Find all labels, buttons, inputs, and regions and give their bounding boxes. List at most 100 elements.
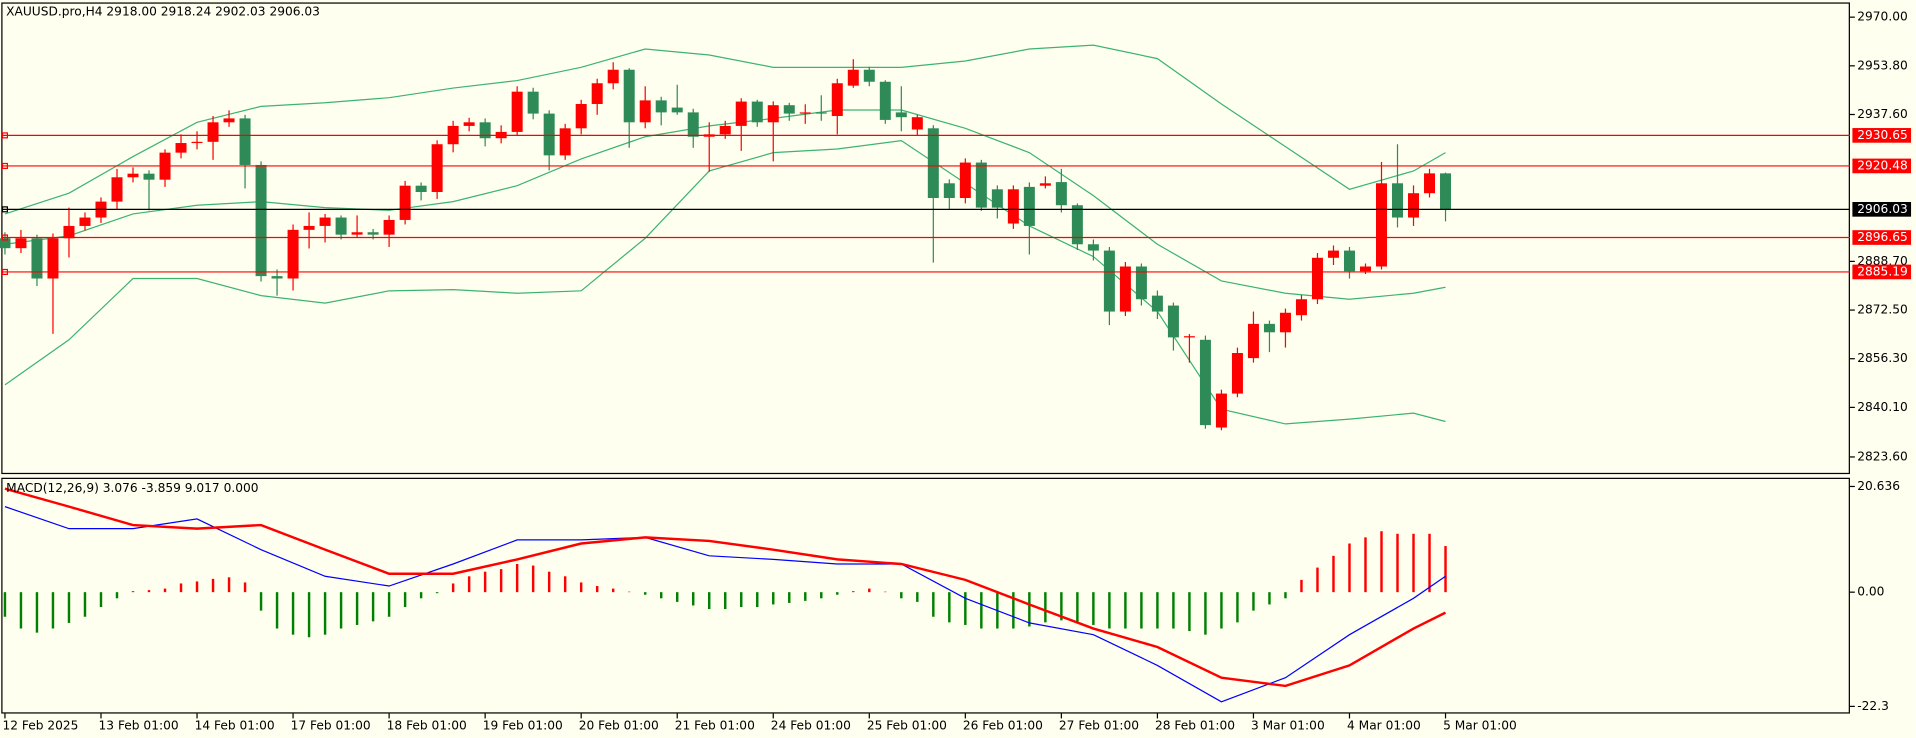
candle-body [143, 173, 155, 180]
candle-body [1392, 183, 1403, 218]
candle-body [543, 113, 555, 156]
candle-body [31, 238, 43, 279]
candle-body [1215, 393, 1227, 428]
candle-body [223, 118, 235, 123]
candle-body [399, 185, 411, 220]
y-tick-label: 0.00 [1857, 585, 1884, 599]
y-tick-label: 2970.00 [1857, 10, 1907, 24]
price-tag-label: 2920.48 [1857, 158, 1907, 172]
candle-body [575, 103, 587, 129]
y-tick-label: 2840.10 [1857, 400, 1907, 414]
candle-body [1247, 323, 1259, 359]
candle-body [127, 173, 139, 178]
y-tick-label: 2953.80 [1857, 58, 1907, 72]
x-tick-label: 24 Feb 01:00 [771, 718, 851, 732]
macd-pane-frame [1, 477, 1850, 714]
candle-body [767, 105, 779, 123]
candle-body [319, 217, 331, 226]
price-tag [1852, 264, 1912, 280]
x-tick-label: 5 Mar 01:00 [1443, 718, 1517, 732]
candle-body [1440, 173, 1452, 210]
candle-body [415, 185, 427, 192]
candle-body [527, 91, 539, 114]
candle-body [799, 112, 811, 114]
price-tag-label: 2906.03 [1857, 202, 1907, 216]
candle-body [367, 232, 379, 235]
x-tick-label: 18 Feb 01:00 [387, 718, 467, 732]
candle-body [1311, 257, 1323, 300]
price-tag-label: 2930.65 [1857, 128, 1907, 142]
candle-body [1055, 182, 1067, 206]
candle-body [1023, 186, 1035, 226]
candle-body [1071, 205, 1083, 245]
price-tag-label: 2885.19 [1857, 264, 1907, 278]
y-tick-label: 2888.70 [1857, 254, 1907, 268]
price-tag [1852, 230, 1912, 245]
x-tick-label: 14 Feb 01:00 [195, 718, 275, 732]
x-tick-label: 13 Feb 01:00 [99, 718, 179, 732]
candle-body [207, 122, 219, 142]
plot-layer: 2970.00 2953.80 2937.60 2888.70 2872.50 2856.… [0, 10, 1912, 732]
candle-body [655, 100, 667, 113]
candle-body [911, 117, 923, 130]
price-title: XAUUSD.pro,H4 2918.00 2918.24 2902.03 29… [6, 5, 320, 19]
candle-body [1343, 250, 1355, 272]
bollinger-band [4, 44, 1446, 215]
candle-body [1408, 193, 1420, 218]
x-tick-label: 26 Feb 01:00 [963, 718, 1043, 732]
candle-body [1007, 189, 1019, 224]
candle-body [1279, 312, 1291, 333]
macd-line [4, 506, 1446, 703]
candle-body [1039, 183, 1051, 186]
candle-body [815, 112, 827, 114]
candle-body [303, 225, 315, 230]
candle-body [943, 183, 955, 199]
candle-body [431, 144, 443, 192]
candle-body [271, 276, 283, 279]
candle-body [1199, 339, 1211, 426]
candle-body [1375, 183, 1387, 267]
candle-body [559, 128, 571, 156]
candle-body [687, 112, 699, 137]
candle-body [1119, 266, 1131, 312]
candle-body [1295, 299, 1307, 316]
candle-body [783, 105, 795, 114]
candle-body [927, 128, 939, 199]
candle-body [975, 162, 987, 208]
macd-title: MACD(12,26,9) 3.076 -3.859 9.017 0.000 [6, 481, 258, 495]
candle-body [831, 83, 843, 116]
x-tick-label: 25 Feb 01:00 [867, 718, 947, 732]
price-tag [1852, 128, 1912, 143]
candle-body [47, 238, 59, 279]
candle-body [623, 69, 635, 123]
price-tag-label: 2896.65 [1857, 230, 1907, 244]
candle-body [1151, 295, 1163, 312]
candle-body [63, 225, 75, 239]
line-marker [1, 162, 9, 169]
line-marker [1, 268, 9, 275]
candle-body [111, 177, 123, 202]
candle-body [863, 69, 875, 82]
x-tick-label: 3 Mar 01:00 [1251, 718, 1325, 732]
candle-body [1183, 336, 1195, 338]
y-tick-label: -22.3 [1857, 699, 1889, 713]
candle-body [463, 122, 475, 126]
candle-body [1231, 353, 1243, 394]
candle-body [1135, 266, 1147, 300]
candle-body [0, 238, 11, 249]
candle-body [591, 83, 603, 104]
candle-body [1424, 173, 1436, 194]
candle-body [175, 143, 187, 153]
y-tick-label: 20.636 [1857, 479, 1900, 493]
y-tick-label: 2856.30 [1857, 351, 1907, 365]
candle-body [1327, 250, 1339, 258]
candle-body [735, 101, 747, 126]
candle-body [607, 69, 619, 84]
bollinger-band [4, 139, 1446, 425]
candle-body [255, 164, 267, 277]
candle-body [383, 219, 395, 235]
line-marker [1, 234, 9, 241]
macd-line [4, 487, 1447, 688]
